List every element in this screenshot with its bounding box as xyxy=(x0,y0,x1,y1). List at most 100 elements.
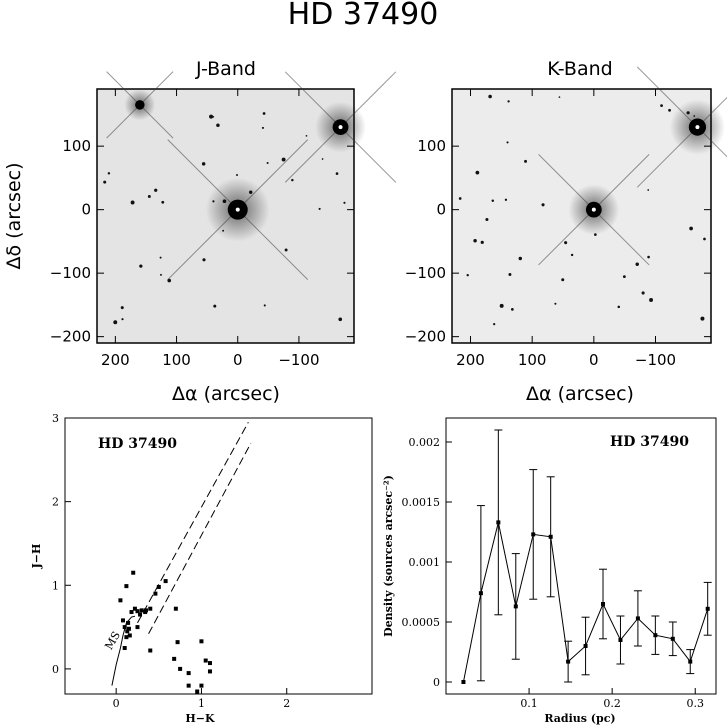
bright-star xyxy=(135,100,145,110)
rdp-xlabel: Radius (pc) xyxy=(544,712,615,725)
star-point xyxy=(172,656,177,661)
j-band-title: J-Band xyxy=(195,58,256,80)
field-star xyxy=(209,114,214,119)
star-core xyxy=(591,207,596,212)
star-point xyxy=(178,666,183,671)
star-point xyxy=(203,658,208,663)
field-star xyxy=(160,273,162,276)
field-star xyxy=(485,217,489,221)
data-point xyxy=(548,534,553,539)
field-star xyxy=(263,304,266,307)
x-tick-label: 0.1 xyxy=(520,697,538,710)
star-point xyxy=(207,669,212,674)
data-point xyxy=(583,644,588,648)
k-band-panel: K-Band 200 100 0 −100 100 0 −100 −200 Δα (arcse… xyxy=(405,58,727,405)
k-band-xlabel: Δα (arcsec) xyxy=(526,383,634,405)
data-point xyxy=(653,633,658,638)
j-band-xlabel: Δα (arcsec) xyxy=(172,383,280,405)
star-point xyxy=(156,584,161,589)
y-tick-label: 0 xyxy=(433,676,440,689)
star-point xyxy=(199,639,204,644)
field-star xyxy=(335,172,339,175)
j-band-ylabel: Δδ (arcsec) xyxy=(3,162,25,269)
field-star xyxy=(561,278,565,282)
star-point xyxy=(125,629,130,634)
star-point xyxy=(175,640,180,645)
field-star xyxy=(338,317,343,322)
field-star xyxy=(266,161,269,164)
field-star xyxy=(475,170,480,175)
y-tick-label: 3 xyxy=(52,412,59,425)
field-star xyxy=(161,200,165,204)
star-point xyxy=(135,609,140,614)
field-star xyxy=(154,188,158,192)
x-tick-label: 0.2 xyxy=(603,697,621,710)
field-star xyxy=(201,162,206,166)
field-star xyxy=(107,172,111,175)
field-star xyxy=(668,108,671,112)
star-point xyxy=(120,618,125,623)
star-point xyxy=(126,620,131,625)
star-core xyxy=(235,207,240,212)
x-tick-label: 0 xyxy=(589,351,599,369)
x-tick-label: 0.3 xyxy=(686,697,704,710)
data-point xyxy=(531,532,536,537)
field-star xyxy=(506,141,509,144)
y-tick-label: 0.002 xyxy=(409,436,441,449)
field-star xyxy=(262,112,266,115)
data-point xyxy=(601,602,606,606)
x-tick-label: 2 xyxy=(283,697,290,710)
field-star xyxy=(343,201,346,204)
field-star xyxy=(458,197,462,200)
density-profile-panel: 0.1 0.2 0.3 0 0.0005 0.001 0.0015 0.002 HD 3749… xyxy=(382,417,717,725)
star-core xyxy=(695,125,700,130)
field-star xyxy=(617,305,621,309)
star-point xyxy=(126,626,131,631)
star-point xyxy=(124,584,129,589)
x-tick-label: 0 xyxy=(113,697,120,710)
k-band-title: K-Band xyxy=(547,58,612,80)
main-title: HD 37490 xyxy=(288,0,439,32)
field-star xyxy=(236,173,239,176)
star-point xyxy=(148,648,153,653)
y-tick-label: 0.001 xyxy=(409,556,441,569)
y-tick-label: 0.0015 xyxy=(402,496,441,509)
star-point xyxy=(127,633,132,638)
star-point xyxy=(195,689,200,694)
data-point xyxy=(513,604,518,609)
field-star xyxy=(689,226,693,231)
x-tick-label: −100 xyxy=(278,351,319,369)
y-tick-label: 2 xyxy=(52,496,59,509)
field-star xyxy=(216,123,220,128)
star-point xyxy=(129,610,134,615)
ccd-xlabel: H−K xyxy=(185,712,215,725)
x-tick-label: 100 xyxy=(162,351,191,369)
star-point xyxy=(118,598,123,603)
field-star xyxy=(507,100,510,103)
data-point xyxy=(670,636,675,641)
star-point xyxy=(153,591,158,596)
star-point xyxy=(122,646,127,650)
star-point xyxy=(124,635,129,640)
y-tick-label: 1 xyxy=(52,579,59,592)
x-tick-label: 100 xyxy=(518,351,547,369)
x-tick-label: 0 xyxy=(233,351,243,369)
field-star xyxy=(480,240,484,244)
field-star xyxy=(147,194,151,198)
data-point xyxy=(478,591,483,596)
data-point xyxy=(705,606,710,611)
field-star xyxy=(202,258,206,262)
field-star xyxy=(318,207,321,210)
field-star xyxy=(473,239,477,243)
field-star xyxy=(504,198,508,201)
star-point xyxy=(186,683,191,688)
field-star xyxy=(508,273,512,276)
rdp-frame xyxy=(445,417,717,695)
field-star xyxy=(103,180,107,184)
star-point xyxy=(138,612,143,617)
star-point xyxy=(207,661,212,666)
field-star xyxy=(499,303,504,308)
star-point xyxy=(135,625,140,630)
